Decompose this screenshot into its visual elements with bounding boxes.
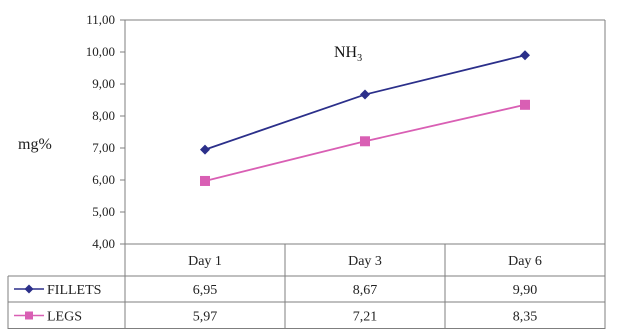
y-tick-label: 5,00	[92, 204, 115, 219]
series-group	[200, 50, 530, 186]
data-point-legs	[520, 99, 530, 110]
y-ticks: 4,00 5,00 6,00 7,00 8,00 9,00 10,00 11,00	[86, 12, 125, 251]
table-value-fillets: 8,67	[353, 283, 378, 298]
table-value-legs: 7,21	[353, 310, 378, 325]
chart-title: NH3	[334, 44, 362, 64]
svg-text:NH3: NH3	[334, 44, 362, 64]
y-tick-label: 10,00	[86, 44, 115, 59]
legend-marker-legs	[25, 311, 33, 320]
series-line-fillets	[204, 54, 526, 151]
legend-label-fillets: FILLETS	[47, 283, 101, 298]
y-tick-label: 11,00	[86, 12, 115, 27]
x-category-label: Day 6	[508, 254, 542, 269]
y-tick-label: 4,00	[92, 236, 115, 251]
table-value-fillets: 9,90	[513, 283, 538, 298]
y-tick-label: 7,00	[92, 140, 115, 155]
data-point-fillets	[520, 50, 530, 61]
data-point-legs	[200, 175, 210, 186]
legend-marker-fillets	[24, 284, 34, 294]
data-point-legs	[360, 136, 370, 147]
y-tick-label: 8,00	[92, 108, 115, 123]
y-tick-label: 6,00	[92, 172, 115, 187]
chart-title-subscript: 3	[357, 53, 362, 64]
y-tick-label: 9,00	[92, 76, 115, 91]
table-value-legs: 8,35	[513, 310, 538, 325]
data-table: Day 1 Day 3 Day 6 FILLETS 6,95 8,67 9,90 LEGS 5,…	[7, 243, 606, 329]
legend-label-legs: LEGS	[47, 310, 82, 325]
data-point-fillets	[200, 144, 210, 155]
chart-title-main: NH	[334, 44, 358, 61]
y-axis-label: mg%	[18, 136, 52, 153]
table-value-legs: 5,97	[193, 310, 218, 325]
table-value-fillets: 6,95	[193, 283, 218, 298]
x-category-label: Day 1	[188, 254, 222, 269]
axes	[124, 19, 606, 244]
x-category-label: Day 3	[348, 254, 382, 269]
data-point-fillets	[360, 89, 370, 100]
